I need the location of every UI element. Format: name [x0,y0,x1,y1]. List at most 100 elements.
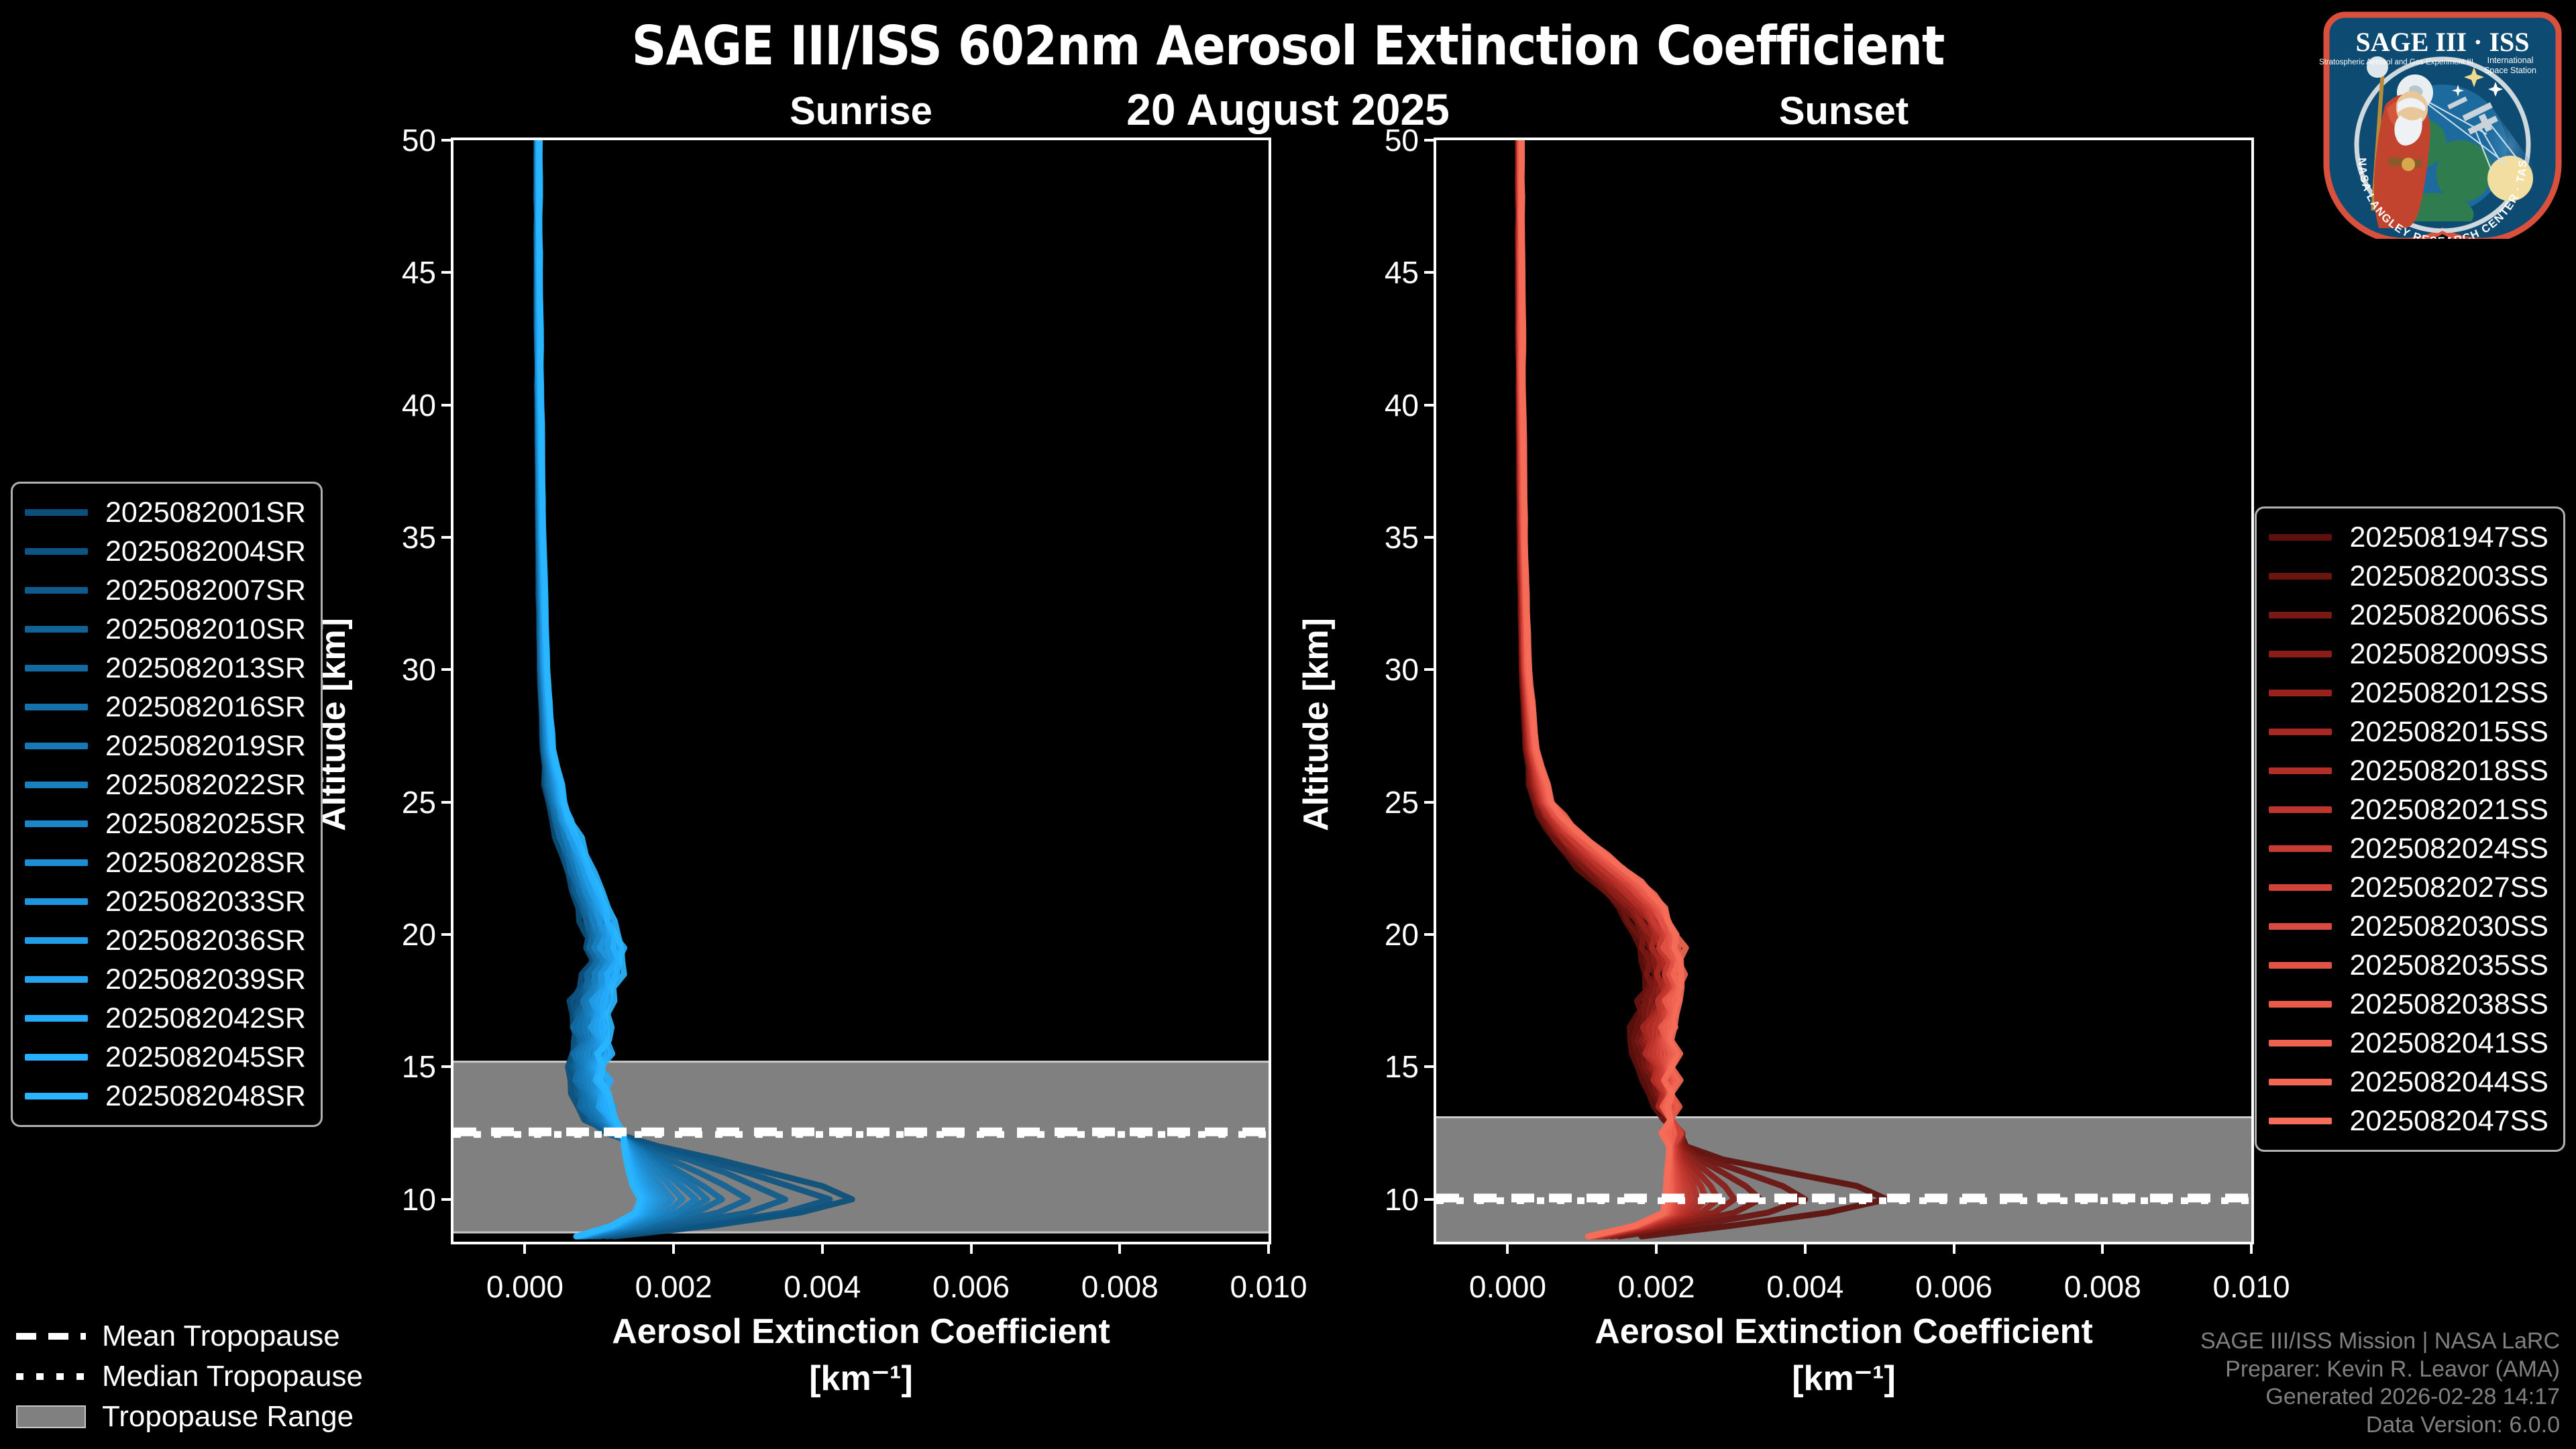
sunrise-legend-item[interactable]: 2025082025SR [25,804,306,843]
sunset-x-tick-label: 0.008 [2063,1269,2141,1304]
sunrise-legend-item[interactable]: 2025082004SR [25,532,306,571]
sunrise-legend-item[interactable]: 2025082007SR [25,571,306,610]
sunset-legend-swatch [2269,923,2332,930]
sunrise-legend-item[interactable]: 2025082033SR [25,882,306,921]
sunrise-y-tick-mark [441,668,453,672]
sunset-legend-item[interactable]: 2025082035SS [2269,946,2548,985]
sunset-legend-label: 2025082030SS [2349,910,2548,943]
sunrise-y-tick-label: 20 [401,917,436,953]
sunset-legend-item[interactable]: 2025081947SS [2269,518,2548,557]
sunset-legend-item[interactable]: 2025082041SS [2269,1024,2548,1063]
sunset-legend-item[interactable]: 2025082018SS [2269,751,2548,790]
sunrise-legend-label: 2025082048SR [105,1079,306,1112]
sunset-legend-label: 2025082003SS [2349,559,2548,592]
sunrise-legend-swatch [25,782,88,788]
sunrise-legend-swatch [25,976,88,983]
sunrise-legend-item[interactable]: 2025082001SR [25,493,306,532]
credits-block: SAGE III/ISS Mission | NASA LaRC Preparer… [2200,1328,2560,1440]
sunrise-legend-swatch [25,743,88,749]
tropopause-legend-label: Tropopause Range [102,1400,354,1433]
sunrise-legend-item[interactable]: 2025082048SR [25,1077,306,1116]
sunrise-legend-item[interactable]: 2025082010SR [25,610,306,649]
sunrise-legend-swatch [25,509,88,516]
logo-subtitle-right-2: Space Station [2484,66,2536,75]
credit-line: Preparer: Kevin R. Leavor (AMA) [2225,1356,2560,1382]
logo-subtitle-right-1: International [2487,56,2534,65]
sunrise-legend-swatch [25,937,88,944]
sunset-legend-item[interactable]: 2025082021SS [2269,790,2548,829]
sunrise-y-tick-label: 35 [401,520,436,555]
sunrise-legend: 2025082001SR 2025082004SR 2025082007SR 2025… [11,482,323,1127]
sunrise-legend-item[interactable]: 2025082019SR [25,727,306,765]
sunrise-legend-item[interactable]: 2025082042SR [25,999,306,1038]
sunset-x-tick-mark [1506,1242,1509,1254]
sunrise-legend-item[interactable]: 2025082016SR [25,688,306,727]
sunset-x-axis-unit: [km⁻¹] [1792,1359,1896,1398]
sunset-legend-item[interactable]: 2025082044SS [2269,1063,2548,1102]
sunset-legend-swatch [2269,962,2332,969]
tropopause-legend-label: Median Tropopause [102,1360,363,1393]
sunrise-legend-label: 2025082010SR [105,612,306,645]
sunrise-x-tick-mark [523,1242,527,1254]
sunset-y-tick-mark [1424,139,1436,142]
sunrise-legend-item[interactable]: 2025082028SR [25,843,306,882]
profile-line-2025082047SS [1518,140,1685,1240]
sunset-legend-item[interactable]: 2025082009SS [2269,635,2548,674]
sunset-legend-swatch [2269,884,2332,891]
sunset-legend-label: 2025082018SS [2349,754,2548,787]
sunset-legend-swatch [2269,534,2332,541]
sunset-legend-item[interactable]: 2025082003SS [2269,557,2548,596]
sunset-legend-swatch [2269,845,2332,852]
badge-inner-ring [2354,56,2531,233]
sunset-legend-item[interactable]: 2025082030SS [2269,907,2548,946]
sunset-legend-label: 2025082012SS [2349,676,2548,709]
earth-landmass-2 [2436,140,2493,202]
sunset-x-tick-mark [1952,1242,1955,1254]
tropopause-legend-label: Mean Tropopause [102,1320,340,1352]
sunset-legend-label: 2025082009SS [2349,637,2548,670]
sunrise-legend-item[interactable]: 2025082013SR [25,649,306,688]
sunrise-legend-label: 2025082039SR [105,963,306,996]
sunset-legend-label: 2025082047SS [2349,1104,2548,1137]
profile-line-2025081947SS [1514,140,1890,1240]
sunset-legend-item[interactable]: 2025082027SS [2269,868,2548,907]
sunrise-plot-svg [453,140,1269,1240]
sunset-x-axis-text: Aerosol Extinction Coefficient [1595,1312,2093,1351]
sunset-legend-item[interactable]: 2025082038SS [2269,985,2548,1024]
sunset-legend-item[interactable]: 2025082015SS [2269,712,2548,751]
sunset-plot-svg [1436,140,2251,1242]
sunset-y-tick-label: 25 [1384,784,1419,820]
sunrise-legend-item[interactable]: 2025082045SR [25,1038,306,1077]
sunrise-legend-item[interactable]: 2025082039SR [25,960,306,999]
tropopause-legend-item: Mean Tropopause [16,1316,363,1356]
sunrise-legend-label: 2025082019SR [105,729,306,762]
sunrise-legend-swatch [25,820,88,827]
tropopause-band-swatch [16,1405,86,1428]
sunrise-x-tick-label: 0.002 [635,1269,712,1304]
sunset-legend-item[interactable]: 2025082006SS [2269,596,2548,635]
sunrise-x-axis-unit: [km⁻¹] [809,1359,913,1398]
sunrise-x-tick-mark [672,1242,676,1254]
sunrise-y-tick-label: 40 [401,387,436,423]
sunset-legend-label: 2025082044SS [2349,1065,2548,1098]
sunset-legend-swatch [2269,651,2332,657]
sunset-plot-panel: 10 15 20 25 30 35 40 45 50 0.000 0.002 0.004 0.006 0.… [1385,123,2290,1304]
sunset-legend-swatch [2269,1079,2332,1085]
sunrise-legend-item[interactable]: 2025082036SR [25,921,306,960]
sunset-legend-item[interactable]: 2025082024SS [2269,829,2548,868]
sun-disc [2487,156,2533,201]
logo-title: SAGE III · ISS [2355,27,2529,57]
sunrise-y-tick-label: 25 [401,784,436,820]
sunset-legend-label: 2025081947SS [2349,521,2548,553]
sunset-legend-swatch [2269,1040,2332,1046]
sunrise-y-tick-mark [441,1065,453,1069]
sunset-legend-swatch [2269,1118,2332,1124]
sunset-legend-item[interactable]: 2025082012SS [2269,674,2548,712]
sunrise-legend-item[interactable]: 2025082022SR [25,765,306,804]
sunset-y-tick-mark [1424,933,1436,936]
sunrise-x-tick-label: 0.000 [486,1269,564,1304]
sunrise-plot-area [453,140,1269,1242]
sunrise-x-axis-label: Aerosol Extinction Coefficient [km⁻¹] [451,1311,1271,1399]
sunset-legend-item[interactable]: 2025082047SS [2269,1102,2548,1140]
sunset-legend-label: 2025082035SS [2349,949,2548,981]
